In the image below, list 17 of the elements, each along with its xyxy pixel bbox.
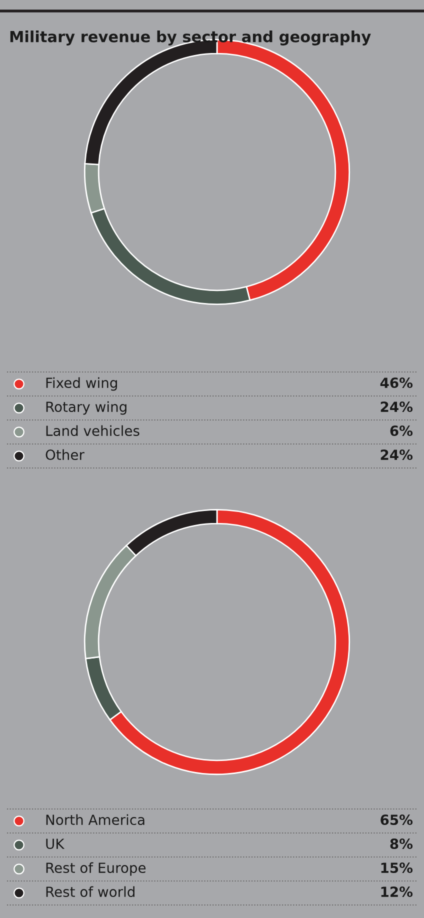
data-label: 6% — [390, 426, 413, 436]
data-label: 15% — [381, 862, 413, 874]
legend-label: Other — [46, 449, 84, 460]
legend-label: Rest of Europe — [46, 862, 146, 876]
data-label: 12% — [381, 886, 413, 898]
data-label: 24% — [380, 402, 413, 412]
legend-label: Rotary wing — [46, 401, 126, 415]
data-label: 8% — [390, 838, 413, 850]
data-label: 24% — [380, 450, 413, 460]
legend-label: UK — [46, 838, 65, 850]
legend-label: North America — [46, 814, 144, 826]
data-label: 65% — [380, 814, 413, 826]
data-label: 46% — [380, 378, 413, 388]
legend-label: Land vehicles — [46, 425, 140, 436]
chart-title: Military revenue by sector and geography — [10, 30, 371, 46]
legend-label: Fixed wing — [46, 377, 117, 391]
legend-label: Rest of world — [46, 886, 134, 898]
